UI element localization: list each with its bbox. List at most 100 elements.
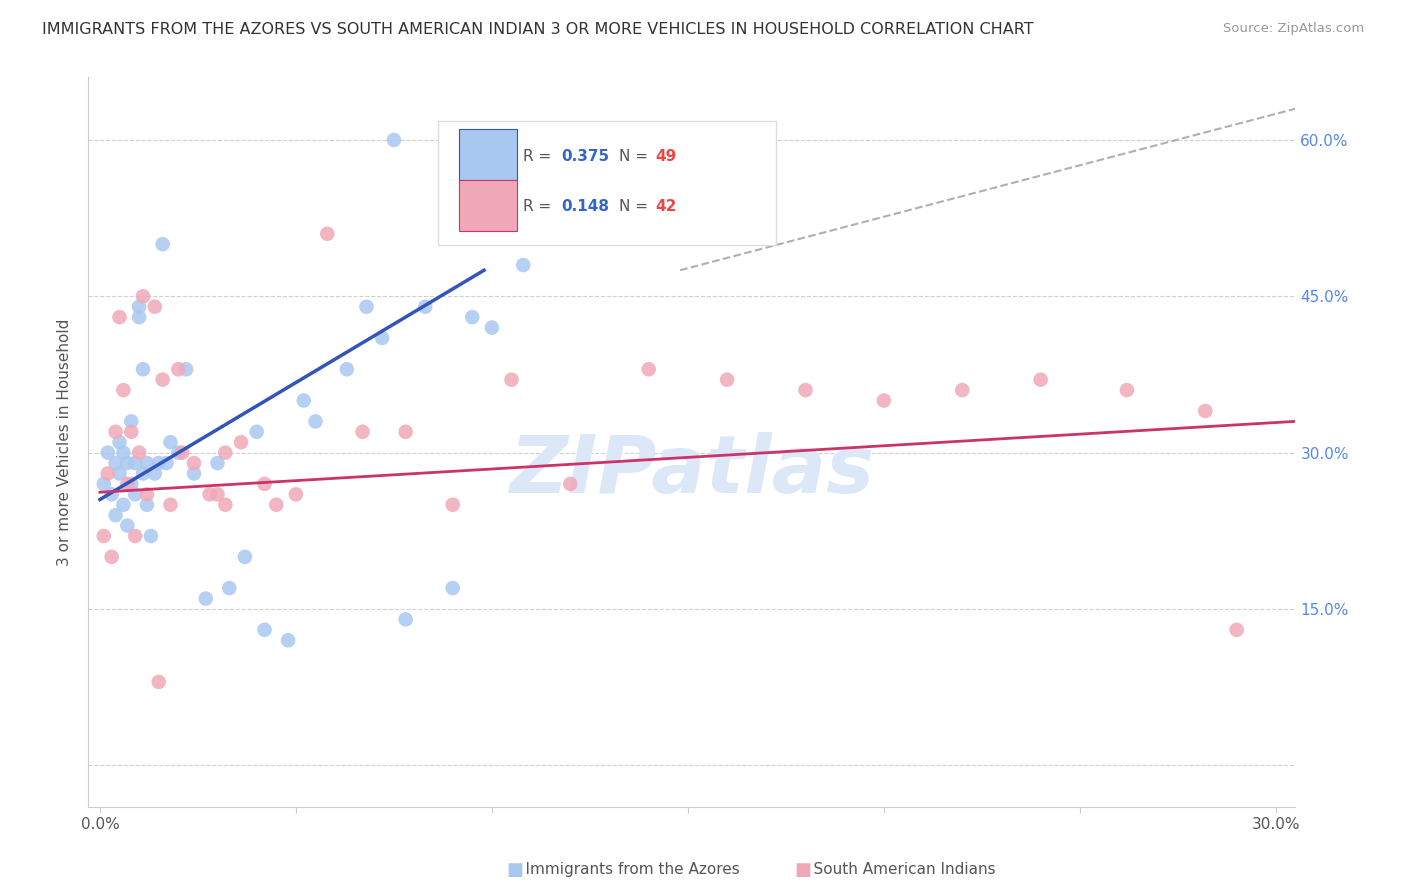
Point — [120, 425, 142, 439]
Point — [501, 373, 523, 387]
Point — [214, 498, 236, 512]
Point — [266, 498, 288, 512]
Point — [292, 393, 315, 408]
Point — [183, 467, 205, 481]
Point — [112, 445, 135, 459]
Point — [120, 414, 142, 428]
Point — [124, 456, 146, 470]
Point — [512, 258, 534, 272]
Point — [316, 227, 339, 241]
Point — [481, 320, 503, 334]
Point — [441, 581, 464, 595]
Point — [152, 237, 174, 252]
Text: IMMIGRANTS FROM THE AZORES VS SOUTH AMERICAN INDIAN 3 OR MORE VEHICLES IN HOUSEH: IMMIGRANTS FROM THE AZORES VS SOUTH AMER… — [42, 22, 1033, 37]
Point — [128, 445, 150, 459]
Point — [371, 331, 394, 345]
Point — [253, 623, 276, 637]
Point — [356, 300, 378, 314]
FancyBboxPatch shape — [439, 121, 776, 245]
Point — [128, 310, 150, 325]
Point — [207, 456, 229, 470]
Point — [183, 456, 205, 470]
Point — [132, 362, 155, 376]
Point — [441, 498, 464, 512]
Point — [461, 310, 484, 325]
Point — [117, 518, 139, 533]
Point — [167, 362, 190, 376]
Point — [139, 529, 162, 543]
Text: ■: ■ — [794, 861, 811, 879]
Point — [124, 529, 146, 543]
Point — [218, 581, 240, 595]
Point — [950, 383, 973, 397]
Point — [284, 487, 307, 501]
Point — [155, 456, 177, 470]
Point — [143, 467, 166, 481]
Point — [128, 300, 150, 314]
Point — [148, 456, 170, 470]
Point — [794, 383, 817, 397]
Point — [1194, 404, 1216, 418]
Point — [112, 498, 135, 512]
Point — [117, 456, 139, 470]
Point — [108, 310, 131, 325]
Text: R =: R = — [523, 149, 555, 164]
Point — [152, 373, 174, 387]
FancyBboxPatch shape — [458, 179, 517, 231]
Y-axis label: 3 or more Vehicles in Household: 3 or more Vehicles in Household — [58, 318, 72, 566]
Point — [198, 487, 221, 501]
Point — [1115, 383, 1137, 397]
Point — [560, 476, 582, 491]
Point — [194, 591, 217, 606]
Point — [253, 476, 276, 491]
Point — [174, 362, 197, 376]
Point — [413, 300, 436, 314]
Point — [716, 373, 738, 387]
Point — [352, 425, 374, 439]
Point — [304, 414, 326, 428]
Text: ZIPatlas: ZIPatlas — [509, 433, 875, 510]
Point — [136, 456, 159, 470]
Point — [93, 529, 115, 543]
Text: 42: 42 — [655, 199, 676, 214]
Point — [382, 133, 405, 147]
Point — [100, 549, 122, 564]
Point — [159, 498, 181, 512]
Point — [159, 435, 181, 450]
Point — [132, 289, 155, 303]
Point — [246, 425, 269, 439]
Text: 0.375: 0.375 — [561, 149, 610, 164]
Point — [112, 383, 135, 397]
Point — [172, 445, 194, 459]
Point — [336, 362, 359, 376]
Point — [143, 300, 166, 314]
Point — [277, 633, 299, 648]
Point — [1029, 373, 1052, 387]
Point — [124, 487, 146, 501]
Point — [97, 445, 120, 459]
Text: Immigrants from the Azores: Immigrants from the Azores — [506, 863, 740, 877]
Text: N =: N = — [620, 149, 654, 164]
Point — [104, 425, 127, 439]
Text: ■: ■ — [506, 861, 523, 879]
Point — [229, 435, 252, 450]
Text: 0.148: 0.148 — [561, 199, 609, 214]
Point — [104, 456, 127, 470]
Point — [120, 476, 142, 491]
Text: R =: R = — [523, 199, 555, 214]
Point — [136, 498, 159, 512]
Point — [97, 467, 120, 481]
Point — [395, 425, 418, 439]
FancyBboxPatch shape — [458, 129, 517, 180]
Point — [395, 612, 418, 626]
Point — [136, 487, 159, 501]
Point — [214, 445, 236, 459]
Point — [873, 393, 896, 408]
Point — [108, 467, 131, 481]
Text: N =: N = — [620, 199, 654, 214]
Point — [132, 467, 155, 481]
Point — [104, 508, 127, 523]
Point — [1226, 623, 1249, 637]
Point — [167, 445, 190, 459]
Point — [637, 362, 659, 376]
